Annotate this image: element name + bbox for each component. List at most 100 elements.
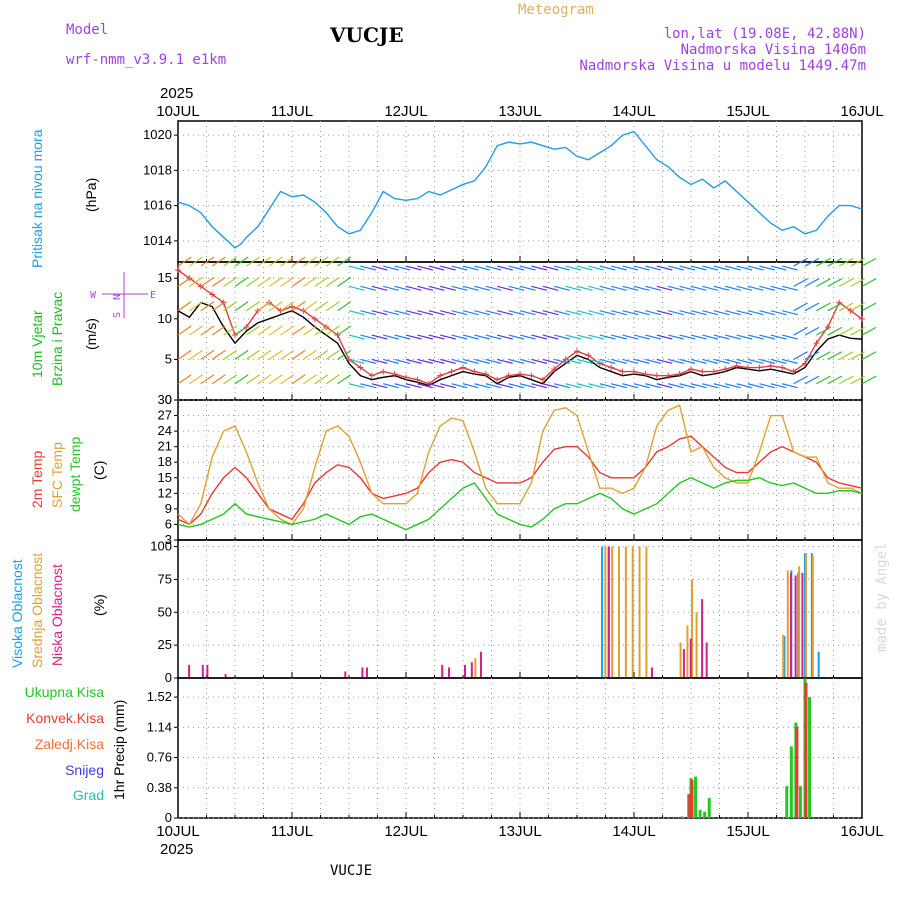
wind-arrow [633,358,650,364]
wind-arrow [702,310,719,316]
wind-arrow [394,383,411,389]
wind-gust-marker [642,371,649,378]
cloud-ylabel-low: Niska Oblacnost [49,564,65,666]
wind-arrow [611,265,627,271]
wind-arrow [782,383,798,389]
wind-gust-marker [197,283,204,290]
wind-arrow [759,265,776,271]
date-label-top: 10JUL [156,103,199,120]
cloud-bar [206,664,209,678]
temperature-ytick-label: 3 [165,532,172,547]
wind-arrow [725,265,741,271]
wind-arrow [736,334,753,340]
wind-arrow [622,265,639,271]
wind-arrow [816,351,831,360]
wind-gust-marker [380,368,387,375]
cloud-bar [441,664,444,678]
cloud-bar [679,642,682,678]
date-label-top: 12JUL [384,103,427,120]
wind-arrow [246,256,260,267]
cloud-bar [611,546,614,678]
wind-arrow [554,358,570,364]
cloud-ytick-label: 75 [158,571,172,586]
wind-gust-marker [311,315,318,322]
wind-arrow [348,334,365,340]
temperature-series-line [177,477,863,531]
wind-arrow [440,334,456,340]
wind-arrow [827,302,843,312]
wind-arrow [770,383,787,389]
wind-gust-marker [289,303,295,310]
wind-arrow [725,358,741,364]
precip-unit: 1hr Precip (mm) [111,700,127,800]
wind-arrow [861,278,877,287]
cloud-bar [631,546,634,678]
wind-gust-marker [551,366,558,373]
date-label-bottom: 13JUL [498,823,541,840]
wind-arrow [850,351,865,360]
wind-gust-marker [391,371,398,378]
wind-arrow [280,276,295,287]
wind-arrow [611,310,627,316]
wind-arrow [519,265,536,271]
wind-gust-marker [779,364,786,371]
wind-arrow [268,276,283,287]
wind-arrow [360,383,377,389]
cloud-bar [479,651,482,678]
cloud-bar [607,546,610,678]
temperature-ytick-label: 15 [158,470,172,485]
wind-arrow [827,375,843,385]
wind-arrow [325,301,340,312]
wind-arrow [462,285,479,291]
wind-arrow [611,383,627,389]
wind-arrow [451,265,468,271]
wind-arrow [211,349,226,360]
cloud-ylabel-mid: Srednja Oblacnost [29,553,45,668]
temp-ylabel-sfc: SFC Temp [49,442,65,508]
wind-arrow [246,276,260,287]
wind-arrow [234,276,249,287]
wind-arrow [588,358,605,364]
wind-arrow [303,349,317,360]
cloud-bar [811,555,814,678]
wind-arrow [645,285,662,291]
wind-gust-marker [414,376,421,383]
wind-arrow [474,310,491,316]
wind-arrow [291,349,306,360]
wind-arrow [462,383,479,389]
cloud-bar [638,546,641,678]
wind-arrow [850,375,865,385]
wind-arrow [816,278,831,287]
wind-gust-marker [859,315,865,322]
wind-arrow [668,358,684,364]
wind-arrow [770,285,787,291]
wind-arrow [497,358,513,364]
wind-arrow [394,358,411,364]
cloud-ytick-label: 50 [158,604,172,619]
wind-arrow [702,383,719,389]
wind-arrow [679,265,696,271]
wind-arrow [656,358,673,364]
wind-arrow [770,265,787,271]
wind-arrow [177,325,192,336]
temperature-ytick-label: 6 [165,516,172,531]
wind-ylabel-sub: Brzina i Pravac [49,292,65,386]
wind-arrow [348,358,365,364]
wind-arrow [246,301,260,312]
cloud-bar [695,612,698,678]
cloud-bar [691,579,693,678]
cloud-bar [786,570,789,678]
wind-gust-marker [357,364,364,371]
wind-arrow [325,349,340,360]
wind-arrow [827,326,843,336]
cloud-bar [618,546,621,678]
wind-arrow [668,285,684,291]
wind-arrow [519,358,536,364]
precip-bar [789,746,793,818]
wind-arrow [679,358,696,364]
precip-bar [804,682,808,818]
wind-arrow [542,285,559,291]
wind-arrow [736,383,753,389]
wind-arrow [497,285,513,291]
wind-arrow [246,349,260,360]
